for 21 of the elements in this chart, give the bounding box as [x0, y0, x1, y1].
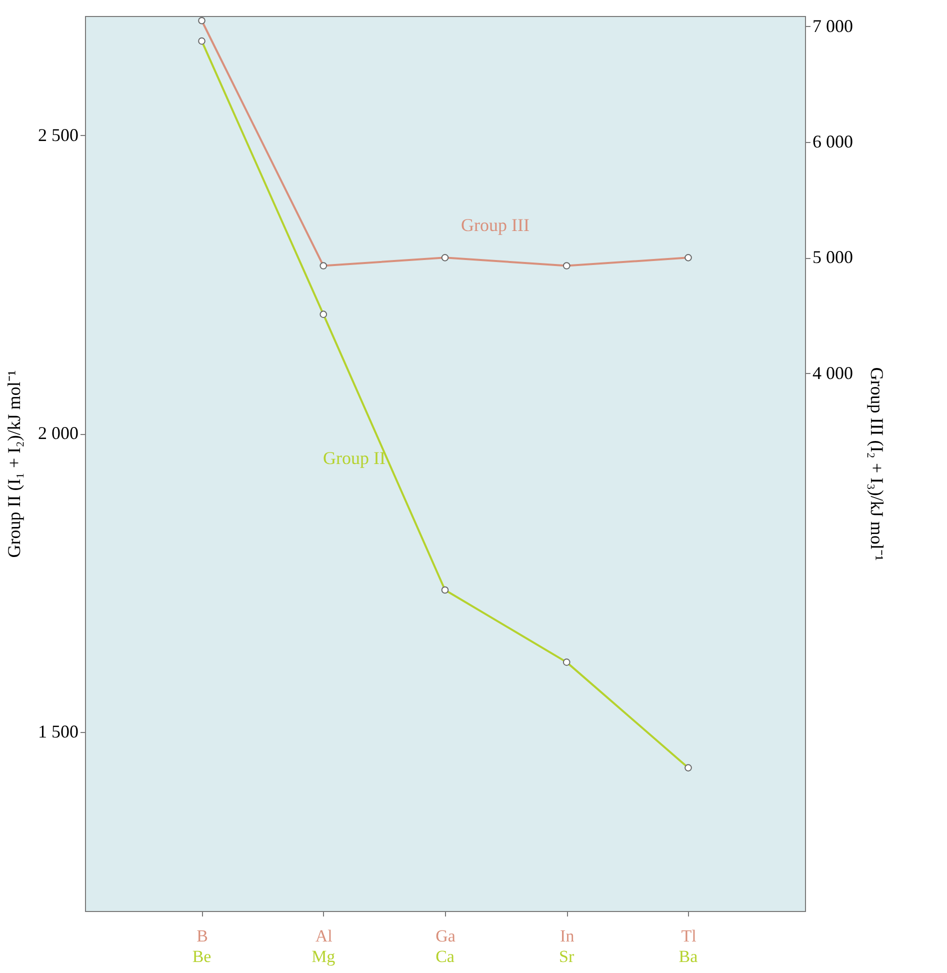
text: Be [192, 947, 212, 966]
x-tick-label: Ga [436, 926, 456, 946]
y2-tick-label: 4 000 [812, 362, 853, 383]
x-tick-label: In [560, 926, 575, 946]
series-label: Group III [461, 215, 530, 235]
y2-tick-label: 6 000 [812, 132, 853, 152]
x-tick-label: B [196, 926, 208, 946]
y2-tick-label: 5 000 [812, 247, 853, 268]
text: Sr [559, 947, 575, 966]
series-label: Group II [323, 448, 386, 468]
y-tick-label: 2 000 [38, 423, 78, 444]
y-tick-label: 1 500 [38, 722, 78, 742]
text: Ca [436, 947, 455, 966]
y-tick-label: 2 500 [38, 124, 78, 145]
x-tick-label: Al [315, 926, 333, 946]
text: Ba [678, 947, 698, 966]
text: Mg [312, 947, 336, 966]
y2-axis-title: Group III (I₂ + I₃)/kJ mol⁻¹ [867, 367, 887, 561]
x-tick-label: Tl [681, 926, 697, 946]
y-axis-title: Group II (I₁ + I₂)/kJ mol⁻¹ [4, 370, 24, 558]
y2-tick-label: 7 000 [812, 16, 853, 36]
